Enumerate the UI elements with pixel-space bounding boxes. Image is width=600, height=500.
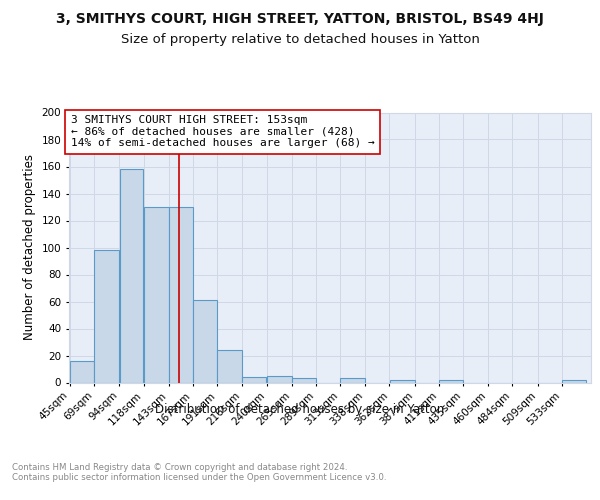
Bar — [266, 376, 292, 382]
Text: Distribution of detached houses by size in Yatton: Distribution of detached houses by size … — [155, 402, 445, 415]
Bar — [340, 378, 365, 382]
Bar — [94, 250, 119, 382]
Bar — [119, 169, 143, 382]
Bar — [562, 380, 586, 382]
Text: 3, SMITHYS COURT, HIGH STREET, YATTON, BRISTOL, BS49 4HJ: 3, SMITHYS COURT, HIGH STREET, YATTON, B… — [56, 12, 544, 26]
Y-axis label: Number of detached properties: Number of detached properties — [23, 154, 36, 340]
Text: Contains HM Land Registry data © Crown copyright and database right 2024.
Contai: Contains HM Land Registry data © Crown c… — [12, 462, 386, 482]
Bar — [70, 361, 94, 382]
Bar — [292, 378, 316, 382]
Bar — [143, 207, 169, 382]
Bar — [389, 380, 415, 382]
Bar — [439, 380, 463, 382]
Bar — [242, 377, 266, 382]
Bar — [193, 300, 217, 382]
Text: 3 SMITHYS COURT HIGH STREET: 153sqm
← 86% of detached houses are smaller (428)
1: 3 SMITHYS COURT HIGH STREET: 153sqm ← 86… — [71, 115, 375, 148]
Bar — [169, 207, 193, 382]
Text: Size of property relative to detached houses in Yatton: Size of property relative to detached ho… — [121, 32, 479, 46]
Bar — [217, 350, 242, 382]
